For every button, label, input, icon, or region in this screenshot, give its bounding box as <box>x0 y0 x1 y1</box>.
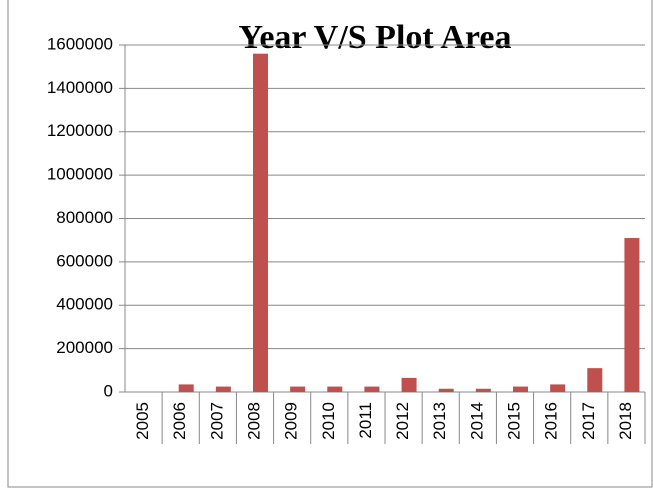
y-tick-label: 1000000 <box>47 165 113 184</box>
x-tick-label: 2011 <box>356 402 375 439</box>
x-tick-label: 2014 <box>467 402 486 440</box>
x-tick-label: 2008 <box>244 402 263 440</box>
x-tick-label: 2015 <box>504 402 523 440</box>
bar <box>624 238 640 392</box>
bar <box>290 386 306 392</box>
x-tick-label: 2005 <box>133 402 152 440</box>
chart-title: Year V/S Plot Area <box>239 19 512 56</box>
x-tick-label: 2016 <box>542 402 561 440</box>
y-tick-label: 1600000 <box>47 34 113 53</box>
y-tick-label: 200000 <box>56 338 113 357</box>
bar <box>327 386 343 392</box>
y-tick-label: 800000 <box>56 208 113 227</box>
bar <box>438 388 454 392</box>
bar <box>215 386 231 392</box>
chart-frame <box>7 0 653 488</box>
bar <box>253 53 268 393</box>
x-tick-label: 2018 <box>616 402 635 440</box>
x-tick-label: 2006 <box>170 402 189 440</box>
bar <box>475 388 491 392</box>
bar <box>178 384 194 392</box>
bar <box>587 368 603 392</box>
x-tick-label: 2017 <box>579 402 598 440</box>
y-tick-label: 1400000 <box>47 78 113 97</box>
x-tick-label: 2009 <box>282 402 301 440</box>
bar <box>364 386 380 392</box>
y-tick-label: 0 <box>104 381 113 400</box>
bar <box>401 377 417 392</box>
x-tick-label: 2010 <box>319 402 338 440</box>
y-tick-label: 1200000 <box>47 121 113 140</box>
y-tick-label: 400000 <box>56 295 113 314</box>
x-tick-label: 2012 <box>393 402 412 440</box>
x-tick-label: 2013 <box>430 402 449 440</box>
bar <box>513 386 528 392</box>
x-tick-label: 2007 <box>207 402 226 440</box>
y-tick-label: 600000 <box>56 251 113 270</box>
bar <box>550 384 566 392</box>
